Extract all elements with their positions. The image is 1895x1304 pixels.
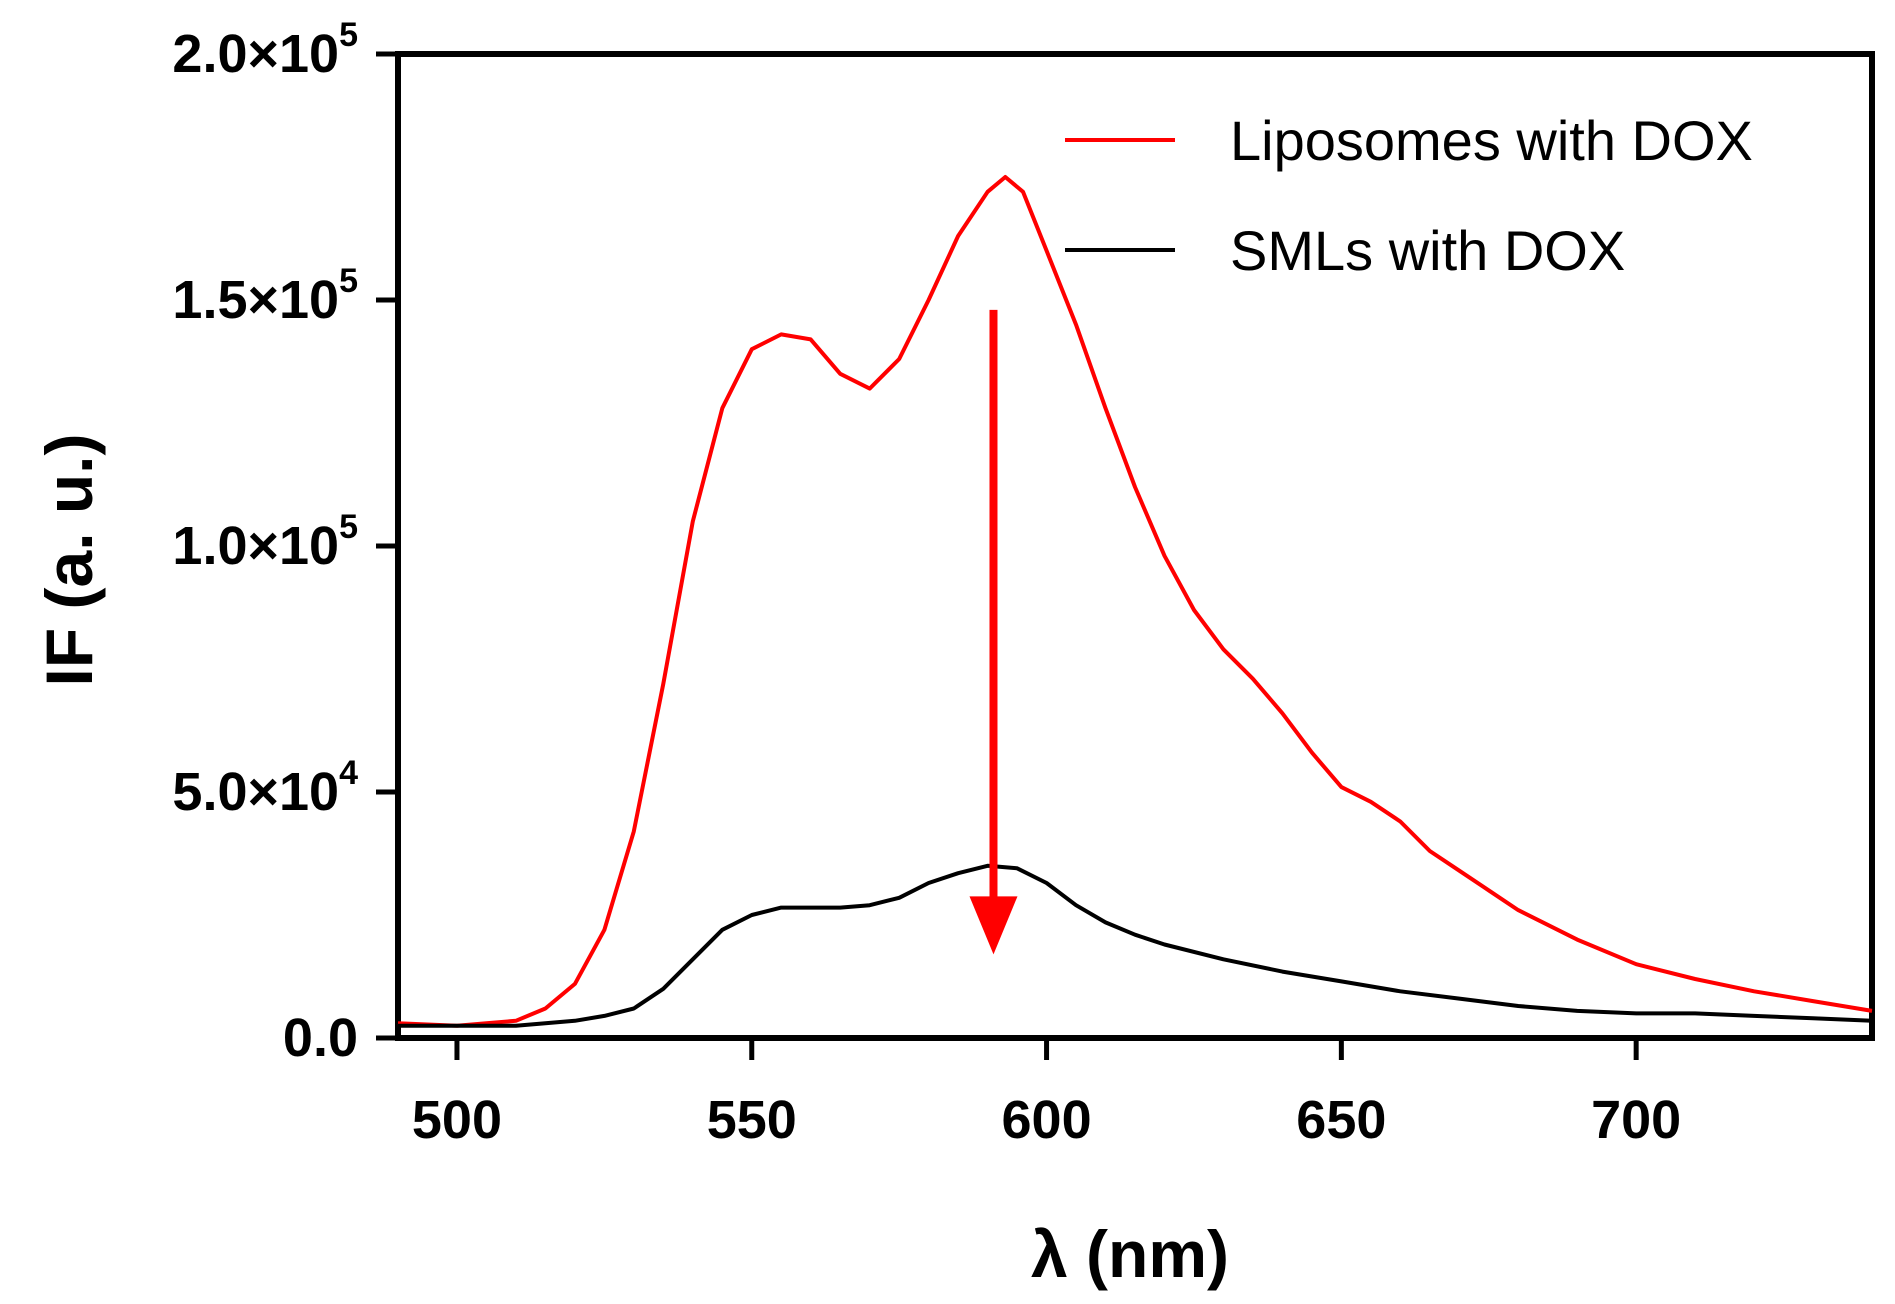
plot-border <box>395 51 1875 1041</box>
annotation-layer <box>969 309 1018 955</box>
legend-label-smls: SMLs with DOX <box>1230 219 1625 282</box>
x-tick-label: 700 <box>1591 1090 1681 1150</box>
x-tick-label: 600 <box>1002 1090 1092 1150</box>
x-axis: 500 550 600 650 700 <box>412 1038 1681 1150</box>
y-tick-label: 1.5×105 <box>172 262 358 330</box>
x-axis-title: λ (nm) <box>1031 1217 1229 1291</box>
plot-frame <box>395 51 1875 1041</box>
y-tick-label: 0.0 <box>283 1008 358 1068</box>
y-tick-label: 1.0×105 <box>172 508 358 576</box>
arrow-head <box>969 896 1018 955</box>
y-axis-title: IF (a. u.) <box>32 434 106 687</box>
legend: Liposomes with DOX SMLs with DOX <box>1065 109 1753 282</box>
series-line-liposomes <box>397 175 1873 1028</box>
series-layer <box>397 175 1873 1028</box>
x-tick-label: 500 <box>412 1090 502 1150</box>
legend-label-liposomes: Liposomes with DOX <box>1230 109 1753 172</box>
series-line-smls <box>398 863 1873 1028</box>
y-tick-label: 5.0×104 <box>172 754 358 822</box>
x-tick-label: 650 <box>1296 1090 1386 1150</box>
y-axis: 0.0 5.0×104 1.0×105 1.5×105 2.0×105 <box>172 16 398 1068</box>
x-tick-label: 550 <box>707 1090 797 1150</box>
y-tick-label: 2.0×105 <box>172 16 358 84</box>
